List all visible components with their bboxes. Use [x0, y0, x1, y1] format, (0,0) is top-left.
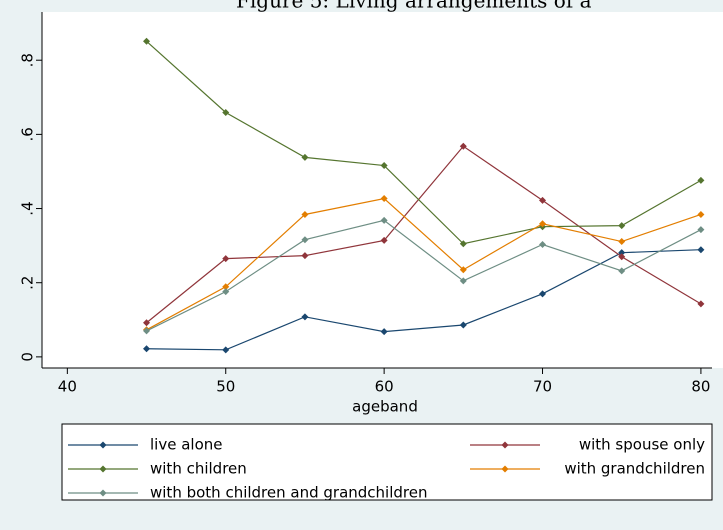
x-tick-label: 60	[375, 378, 394, 396]
y-tick-label: .8	[19, 53, 37, 67]
data-point	[222, 255, 230, 263]
y-tick-label: .2	[19, 276, 37, 290]
legend-marker	[501, 465, 509, 473]
data-point	[459, 277, 467, 285]
data-point	[697, 246, 705, 254]
data-point	[301, 236, 309, 244]
legend-label: with spouse only	[579, 436, 705, 454]
data-point	[301, 313, 309, 321]
x-tick-label: 70	[533, 378, 552, 396]
data-point	[459, 142, 467, 150]
chart-title: Figure 5: Living arrangements of a	[236, 0, 592, 13]
legend	[61, 423, 713, 501]
y-tick-label: 0	[19, 352, 37, 362]
data-point	[618, 267, 626, 275]
data-point	[539, 290, 547, 298]
legend-marker	[99, 441, 107, 449]
data-point	[143, 327, 151, 335]
data-point	[697, 210, 705, 218]
data-point	[618, 238, 626, 246]
legend-marker	[99, 465, 107, 473]
data-point	[618, 249, 626, 257]
legend-label: with children	[150, 460, 247, 478]
y-tick-label: .4	[19, 201, 37, 215]
data-point	[143, 345, 151, 353]
y-tick-label: .6	[19, 127, 37, 141]
data-point	[301, 153, 309, 161]
data-point	[380, 195, 388, 203]
data-point	[222, 288, 230, 296]
legend-label: live alone	[150, 436, 222, 454]
legend-label: with both children and grandchildren	[150, 484, 427, 502]
data-point	[301, 252, 309, 260]
data-point	[618, 253, 626, 261]
series-line	[146, 40, 702, 245]
x-tick-label: 50	[216, 378, 235, 396]
series-line	[146, 219, 702, 332]
series-line	[146, 249, 701, 351]
data-point	[380, 162, 388, 170]
legend-marker	[99, 489, 107, 497]
data-point	[618, 222, 626, 230]
x-tick-label: 40	[58, 378, 77, 396]
data-point	[301, 210, 309, 218]
data-point	[459, 321, 467, 329]
data-point	[380, 216, 388, 224]
data-point	[697, 226, 705, 234]
x-tick-label: 80	[691, 378, 710, 396]
data-point	[459, 240, 467, 248]
data-point	[143, 319, 151, 327]
data-point	[222, 283, 230, 291]
data-point	[380, 236, 388, 244]
plot-area	[42, 12, 723, 368]
data-point	[539, 241, 547, 249]
data-point	[222, 108, 230, 116]
series-line	[146, 197, 702, 331]
legend-label: with grandchildren	[564, 460, 705, 478]
data-point	[697, 176, 705, 184]
data-point	[459, 266, 467, 274]
data-point	[697, 300, 705, 308]
data-point	[539, 220, 547, 228]
data-point	[143, 37, 151, 45]
data-point	[539, 196, 547, 204]
series-line	[146, 145, 702, 324]
x-axis-label: ageband	[352, 398, 418, 416]
legend-marker	[501, 441, 509, 449]
data-point	[222, 346, 230, 354]
data-point	[380, 328, 388, 336]
